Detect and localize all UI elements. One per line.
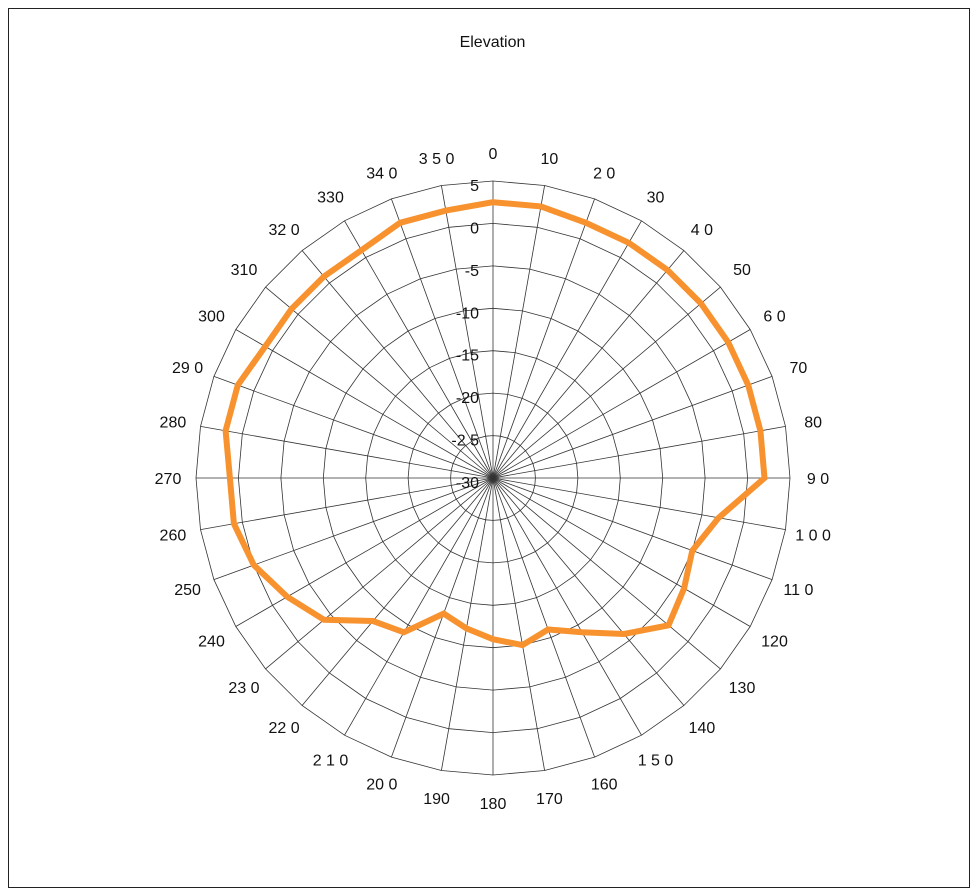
angle-label: 140 xyxy=(689,720,716,737)
angle-label: 250 xyxy=(174,582,201,599)
angle-label: 300 xyxy=(198,309,225,326)
grid-spoke xyxy=(493,376,772,478)
radial-label: -2 5 xyxy=(451,433,479,450)
grid-spoke xyxy=(493,330,750,479)
angle-label: 2 1 0 xyxy=(313,753,349,770)
angle-label: 120 xyxy=(761,634,788,651)
angle-label: 10 xyxy=(541,151,559,168)
angle-label: 6 0 xyxy=(763,309,785,326)
radial-label: 0 xyxy=(470,220,479,237)
grid-spoke xyxy=(493,426,786,478)
angle-label: 11 0 xyxy=(783,582,813,599)
radial-label: -30 xyxy=(456,475,479,492)
radial-label: -5 xyxy=(465,263,479,280)
angle-label: 32 0 xyxy=(269,222,300,239)
angle-label: 22 0 xyxy=(269,720,300,737)
angle-label: 330 xyxy=(317,190,344,207)
angle-label: 180 xyxy=(480,796,507,813)
angle-label: 0 xyxy=(489,146,498,163)
grid-spoke xyxy=(493,478,595,757)
angle-label: 34 0 xyxy=(366,166,397,183)
grid-spoke xyxy=(345,478,494,735)
angle-label: 3 5 0 xyxy=(419,151,455,168)
angle-label: 50 xyxy=(733,262,751,279)
grid-spoke xyxy=(493,478,772,580)
angle-label: 1 0 0 xyxy=(795,527,831,544)
grid-spoke xyxy=(493,478,786,530)
grid-spoke xyxy=(302,478,493,706)
angle-label: 23 0 xyxy=(228,680,259,697)
radial-labels: 5 0 -5 -10 -15 -20 -2 5 -30 xyxy=(451,178,479,492)
angle-label: 160 xyxy=(591,776,618,793)
grid-spoke xyxy=(493,478,545,771)
grid-spoke xyxy=(236,330,493,479)
angle-label: 240 xyxy=(198,634,225,651)
angle-label: 310 xyxy=(231,262,258,279)
grid-spoke xyxy=(236,478,493,627)
grid-spoke xyxy=(441,478,493,771)
grid-spoke xyxy=(493,221,642,478)
grid-spoke xyxy=(493,186,545,479)
grid-spoke xyxy=(214,376,493,478)
polar-spokes xyxy=(196,181,790,775)
radial-label: -10 xyxy=(456,305,479,322)
radial-label: -15 xyxy=(456,348,479,365)
grid-spoke xyxy=(493,287,721,478)
grid-spoke xyxy=(493,478,642,735)
angle-label: 170 xyxy=(536,791,563,808)
angle-label: 29 0 xyxy=(172,360,203,377)
radial-label: 5 xyxy=(470,178,479,195)
angle-label: 280 xyxy=(160,415,187,432)
grid-spoke xyxy=(493,199,595,478)
angle-label: 190 xyxy=(423,791,450,808)
angle-label: 1 5 0 xyxy=(638,753,674,770)
angle-label: 260 xyxy=(160,527,187,544)
grid-spoke xyxy=(493,478,684,706)
angle-label: 130 xyxy=(729,680,756,697)
angle-label: 80 xyxy=(804,415,822,432)
angle-label: 9 0 xyxy=(807,471,829,488)
angle-label: 30 xyxy=(647,190,665,207)
radial-label: -20 xyxy=(456,390,479,407)
angle-label: 4 0 xyxy=(691,222,713,239)
grid-spoke xyxy=(493,478,750,627)
grid-spoke xyxy=(201,478,494,530)
grid-spoke xyxy=(266,478,494,669)
grid-spoke xyxy=(201,426,494,478)
angle-label: 270 xyxy=(155,471,182,488)
angle-label: 70 xyxy=(790,360,808,377)
angle-label: 2 0 xyxy=(593,166,615,183)
angle-label: 20 0 xyxy=(366,776,397,793)
grid-spoke xyxy=(493,251,684,479)
